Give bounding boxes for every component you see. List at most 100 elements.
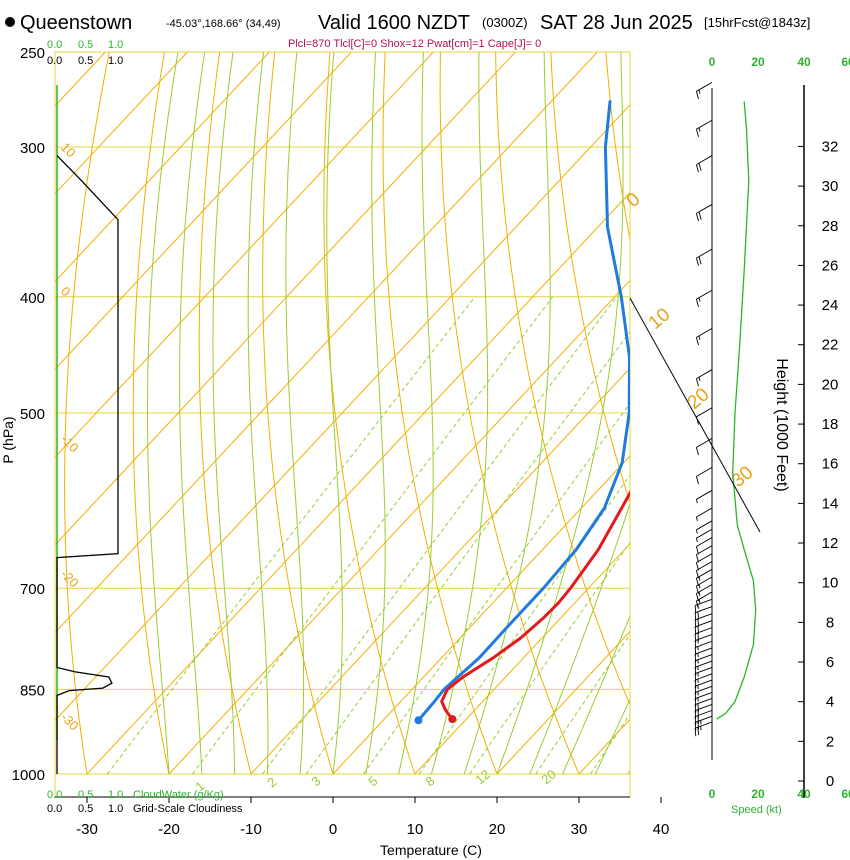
- mixing-ratio-line-2: [262, 296, 617, 775]
- x-tick-label-10: 10: [407, 821, 424, 838]
- cloudiness-bottom-tick-0.0: 0.0: [47, 803, 62, 815]
- pressure-tick-400: 400: [20, 290, 45, 307]
- wind-barb: [695, 327, 713, 346]
- pressure-tick-300: 300: [20, 140, 45, 157]
- cloudwater-bottom-tick-0.0: 0.0: [47, 789, 62, 801]
- cloudiness-profile: [56, 155, 119, 774]
- x-tick-label--30: -30: [76, 821, 98, 838]
- pressure-tick-700: 700: [20, 581, 45, 598]
- dry-adiabat--30: [64, 52, 110, 775]
- wind-barb: [695, 489, 713, 504]
- height-tick-label-26: 26: [822, 257, 839, 274]
- dry-adiabat-20: [382, 52, 498, 775]
- mixing-ratio-lines: [106, 296, 630, 775]
- cloudiness-top-tick-1.0: 1.0: [108, 55, 123, 67]
- x-tick-label--20: -20: [158, 821, 180, 838]
- cloudiness-top-tick-0.0: 0.0: [47, 55, 62, 67]
- isotherm--20: [168, 279, 630, 775]
- x-tick-label--10: -10: [240, 821, 262, 838]
- dry-adiabat--10: [198, 52, 252, 775]
- wind-barb: [695, 520, 713, 534]
- isotherm--60: [55, 52, 516, 546]
- isotherm-labels: 100-10-20-30: [58, 140, 82, 734]
- cloudwater-bottom-tick-0.5: 0.5: [78, 789, 93, 801]
- mixing-ratio-line-0.4: [106, 296, 476, 775]
- x-axis-label: Temperature (C): [380, 842, 482, 858]
- isotherm-label--20: -20: [58, 567, 82, 591]
- wind-barb: [694, 660, 713, 676]
- mixing-ratio-label-12: 12: [472, 767, 493, 788]
- isotherm--50: [55, 52, 598, 634]
- cloudwater-top-tick-0.0: 0.0: [47, 39, 62, 51]
- wind-barb: [695, 545, 713, 563]
- height-tick-label-10: 10: [822, 575, 839, 592]
- mixing-ratio-label-5: 5: [365, 773, 380, 789]
- height-tick-label-14: 14: [822, 495, 839, 512]
- wind-barb: [695, 591, 713, 609]
- x-tick-label-40: 40: [653, 821, 670, 838]
- cloudiness-top-tick-0.5: 0.5: [78, 55, 93, 67]
- x-tick-label-20: 20: [489, 821, 506, 838]
- moist-adiabat-24: [529, 502, 630, 775]
- wind-barb: [694, 620, 713, 635]
- wind-barb: [695, 568, 713, 587]
- station-marker: [5, 17, 15, 27]
- moist-adiabat-20: [496, 52, 624, 775]
- wind-barb: [695, 369, 713, 387]
- wind-barb: [694, 715, 713, 731]
- wind-barb: [695, 204, 713, 222]
- wind-barb: [694, 673, 713, 689]
- pressure-tick-850: 850: [20, 682, 45, 699]
- wind-barb: [694, 709, 713, 725]
- dry-adiabat-60: [605, 52, 630, 243]
- moist-adiabat-0: [326, 52, 343, 775]
- surface-dewpoint-marker: [414, 716, 423, 725]
- pressure-tick-250: 250: [20, 45, 45, 62]
- dry-adiabat-50: [550, 52, 630, 505]
- moist-adiabat--4: [285, 52, 305, 775]
- wind-barb: [695, 289, 713, 308]
- moist-adiabat--12: [212, 52, 236, 774]
- isotherm--10: [250, 367, 630, 775]
- wind-barb: [695, 537, 713, 555]
- wind-barb: [694, 606, 713, 621]
- wind-barb: [695, 528, 713, 543]
- height-tick-label-22: 22: [822, 337, 839, 354]
- moist-adiabat--8: [247, 52, 269, 775]
- cloudiness-bottom-tick-0.5: 0.5: [78, 803, 93, 815]
- cloudiness-label: Grid-Scale Cloudiness: [133, 803, 243, 815]
- isotherm--90: [55, 52, 270, 283]
- wind-barb: [695, 561, 713, 579]
- wind-top-tick-60: 60: [841, 55, 850, 69]
- pressure-tick-1000: 1000: [12, 767, 45, 784]
- moist-adiabat-32: [594, 698, 630, 775]
- height-tick-label-4: 4: [826, 694, 834, 711]
- x-tick-label-0: 0: [329, 821, 337, 838]
- wind-barb: [694, 679, 713, 695]
- x-tick-label-30: 30: [571, 821, 588, 838]
- cloudwater-label: CloudWater (g/Kg): [133, 789, 224, 801]
- isotherm-10: [414, 543, 630, 775]
- height-tick-label-24: 24: [822, 297, 839, 314]
- isotherm-0: [332, 455, 630, 775]
- isotherm--100: [55, 52, 188, 195]
- wind-top-tick-40: 40: [797, 55, 811, 69]
- mixing-ratio-label-8: 8: [422, 773, 437, 789]
- wind-top-tick-0: 0: [709, 55, 716, 69]
- wind-barb: [694, 627, 713, 642]
- wind-barb: [694, 704, 713, 719]
- isotherm--30: [86, 191, 630, 775]
- mixing-ratio-line-5: [363, 402, 630, 775]
- mixing-ratio-line-30: [590, 713, 630, 775]
- moist-adiabat-16: [463, 52, 551, 775]
- cloud-scale: 0.0 0.0 0.0 0.0 0.5 0.5 0.5 0.5 1.0 1.0 1.0 1.0: [47, 39, 123, 815]
- wind-barb: [695, 81, 713, 100]
- wind-barb: [694, 721, 713, 737]
- mixing-ratio-line-8: [418, 474, 630, 775]
- wind-barb: [695, 248, 713, 266]
- wind-bottom-tick-60: 60: [841, 787, 850, 801]
- moist-adiabat-36: [627, 769, 630, 775]
- wind-barb: [694, 685, 713, 701]
- wind-barb: [695, 466, 713, 485]
